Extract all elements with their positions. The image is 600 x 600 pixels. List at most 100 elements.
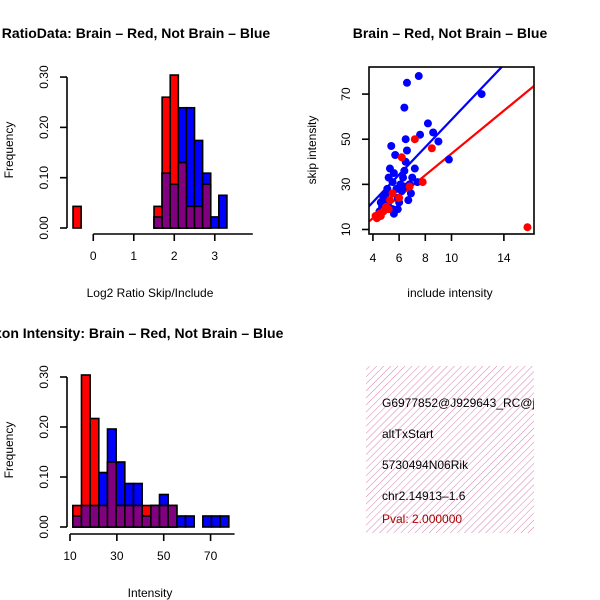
- intensity-hist-overlap-bar-5: [115, 504, 126, 528]
- scatter-y-tick-label-1: 30: [339, 177, 353, 191]
- ratio-hist-overlap-bar-5: [185, 205, 196, 229]
- scatter-point-red-10: [410, 135, 419, 144]
- scatter-point-blue-32: [477, 90, 486, 99]
- scatter-point-blue-21: [387, 141, 396, 150]
- scatter-point-blue-31: [444, 155, 453, 164]
- ratio-histogram-panel: RatioData: Brain – Red, Not Brain – Blue…: [2, 25, 271, 300]
- intensity-hist-notbrain-bar-14: [202, 515, 213, 528]
- ratio-hist-y-tick-label-0: 0.00: [37, 216, 51, 240]
- intensity-histogram-panel: Exon Intensity: Brain – Red, Not Brain –…: [0, 325, 284, 600]
- intensity-hist-overlap-bar-2: [89, 504, 100, 528]
- scatter-point-red-7: [385, 196, 394, 205]
- ratio-histogram-title: RatioData: Brain – Red, Not Brain – Blue: [2, 25, 271, 41]
- scatter-point-red-11: [418, 178, 427, 187]
- scatter-point-blue-22: [391, 151, 400, 160]
- scatter-point-red-8: [388, 189, 397, 198]
- info-panel-background: [366, 366, 534, 533]
- scatter-point-blue-28: [423, 119, 432, 128]
- scatter-x-tick-label-1: 6: [396, 251, 403, 265]
- ratio-hist-notbrain-bar-7: [209, 216, 220, 229]
- scatter-point-blue-14: [399, 173, 408, 182]
- scatter-ylabel: skip intensity: [305, 116, 319, 185]
- ratio-hist-overlap-bar-1: [153, 216, 163, 229]
- intensity-hist-overlap-bar-10: [158, 504, 169, 528]
- scatter-point-blue-37: [404, 196, 413, 205]
- intensity-hist-y-tick-label-3: 0.30: [37, 365, 51, 389]
- ratio-histogram-axes: 0.00 0.10 0.20 0.30 0 1 2 3: [37, 65, 253, 263]
- intensity-histogram-title: Exon Intensity: Brain – Red, Not Brain –…: [0, 325, 284, 341]
- ratio-hist-brain-bar-0: [72, 205, 82, 229]
- scatter-x-tick-label-4: 14: [497, 251, 511, 265]
- scatter-point-red-6: [384, 205, 393, 214]
- scatter-point-blue-4: [383, 184, 392, 193]
- intensity-histogram-xlabel: Intensity: [128, 586, 173, 600]
- info-gene-name: 5730494N06Rik: [382, 458, 469, 472]
- intensity-hist-y-tick-label-0: 0.00: [37, 515, 51, 539]
- info-pval: Pval: 2.000000: [382, 512, 462, 526]
- intensity-scatter-panel: Brain – Red, Not Brain – Blue 4 6 8 10 14 10 3…: [305, 25, 547, 300]
- scatter-x-tick-label-2: 8: [422, 251, 429, 265]
- scatter-axes: 4 6 8 10 14 10 30 50 70: [339, 87, 511, 265]
- intensity-hist-y-tick-label-1: 0.10: [37, 465, 51, 489]
- ratio-hist-y-tick-label-1: 0.10: [37, 166, 51, 190]
- intensity-hist-notbrain-bar-15: [210, 515, 221, 528]
- intensity-histogram-axes: 0.00 0.10 0.20 0.30 10 30 50 70: [37, 365, 235, 563]
- intensity-hist-brain-bar-1: [80, 374, 91, 528]
- scatter-title: Brain – Red, Not Brain – Blue: [353, 25, 548, 41]
- intensity-hist-x-tick-label-1: 30: [110, 549, 124, 563]
- intensity-hist-x-tick-label-2: 50: [157, 549, 171, 563]
- scatter-fit-line-blue: [369, 67, 504, 208]
- ratio-hist-notbrain-bar-8: [218, 194, 228, 229]
- info-cluster-id: chr2.14913–1.6: [382, 489, 466, 503]
- ratio-hist-overlap-bar-6: [193, 205, 204, 229]
- intensity-hist-y-tick-label-2: 0.20: [37, 415, 51, 439]
- scatter-point-red-14: [395, 193, 404, 202]
- info-panel: G6977852@J929643_RC@j_at altTxStart 5730…: [366, 366, 552, 533]
- intensity-hist-overlap-bar-8: [141, 515, 152, 528]
- ratio-histogram-bars: [72, 74, 228, 229]
- scatter-y-tick-label-0: 10: [339, 222, 353, 236]
- intensity-hist-x-tick-label-3: 70: [204, 549, 218, 563]
- scatter-x-tick-label-3: 10: [445, 251, 459, 265]
- scatter-point-red-12: [427, 144, 436, 153]
- ratio-histogram-ylabel: Frequency: [2, 122, 16, 179]
- ratio-hist-overlap-bar-3: [169, 183, 180, 229]
- scatter-point-blue-26: [401, 135, 410, 144]
- scatter-point-red-9: [397, 153, 406, 162]
- ratio-hist-overlap-bar-4: [177, 161, 188, 229]
- ratio-hist-overlap-bar-7: [201, 183, 212, 229]
- scatter-point-blue-27: [416, 130, 425, 139]
- scatter-point-red-15: [405, 182, 414, 191]
- ratio-hist-y-tick-label-3: 0.30: [37, 65, 51, 89]
- ratio-hist-x-tick-label-0: 0: [90, 249, 97, 263]
- intensity-hist-overlap-bar-7: [132, 504, 143, 528]
- scatter-point-blue-15: [400, 166, 409, 175]
- scatter-point-blue-20: [410, 164, 419, 173]
- scatter-point-blue-17: [402, 146, 411, 155]
- scatter-x-tick-label-0: 4: [370, 251, 377, 265]
- info-probe-id: G6977852@J929643_RC@j_at: [382, 396, 552, 410]
- intensity-hist-overlap-bar-4: [106, 461, 117, 528]
- intensity-hist-notbrain-bar-12: [176, 515, 187, 528]
- scatter-points: [371, 72, 532, 232]
- scatter-point-blue-25: [414, 72, 423, 81]
- scatter-point-blue-23: [400, 103, 409, 112]
- intensity-histogram-bars: [72, 374, 230, 528]
- ratio-hist-overlap-bar-2: [161, 172, 172, 229]
- intensity-hist-x-tick-label-0: 10: [63, 549, 77, 563]
- scatter-xlabel: include intensity: [407, 286, 492, 300]
- intensity-hist-overlap-bar-11: [167, 504, 178, 528]
- intensity-hist-overlap-bar-1: [80, 504, 91, 528]
- scatter-point-blue-24: [402, 78, 411, 87]
- scatter-point-blue-29: [429, 128, 438, 137]
- intensity-hist-overlap-bar-3: [98, 504, 109, 528]
- ratio-hist-x-tick-label-1: 1: [130, 249, 137, 263]
- ratio-hist-x-tick-label-3: 3: [211, 249, 218, 263]
- ratio-hist-x-tick-label-2: 2: [171, 249, 178, 263]
- scatter-point-red-13: [523, 223, 532, 232]
- scatter-y-tick-label-2: 50: [339, 132, 353, 146]
- ratio-histogram-xlabel: Log2 Ratio Skip/Include: [87, 286, 214, 300]
- intensity-hist-overlap-bar-9: [150, 504, 161, 528]
